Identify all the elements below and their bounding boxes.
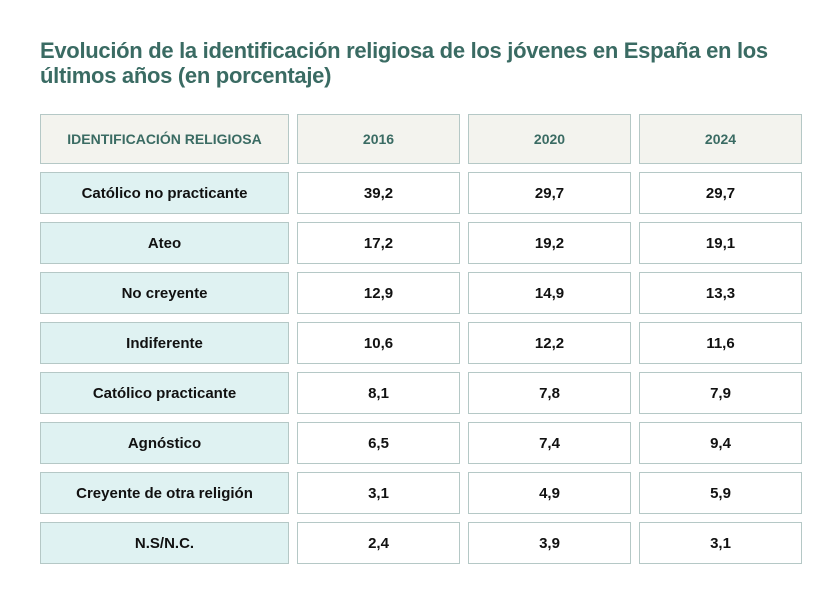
row-label: Ateo <box>40 222 289 264</box>
header-2016: 2016 <box>297 114 460 164</box>
row-label: Católico practicante <box>40 372 289 414</box>
value-cell-2020: 19,2 <box>468 222 631 264</box>
table-row: Agnóstico 6,5 7,4 9,4 <box>40 422 802 464</box>
value-cell-2016: 39,2 <box>297 172 460 214</box>
page-title: Evolución de la identificación religiosa… <box>40 38 768 88</box>
value-cell-2024: 5,9 <box>639 472 802 514</box>
value-cell-2020: 3,9 <box>468 522 631 564</box>
table-row: No creyente 12,9 14,9 13,3 <box>40 272 802 314</box>
table-body: Católico no practicante 39,2 29,7 29,7 Ateo 1… <box>40 172 802 564</box>
value-cell-2024: 3,1 <box>639 522 802 564</box>
table-row: Ateo 17,2 19,2 19,1 <box>40 222 802 264</box>
table-row: N.S/N.C. 2,4 3,9 3,1 <box>40 522 802 564</box>
value-cell-2024: 29,7 <box>639 172 802 214</box>
value-cell-2016: 2,4 <box>297 522 460 564</box>
value-cell-2024: 11,6 <box>639 322 802 364</box>
table-row: Indiferente 10,6 12,2 11,6 <box>40 322 802 364</box>
value-cell-2024: 9,4 <box>639 422 802 464</box>
value-cell-2016: 6,5 <box>297 422 460 464</box>
row-label: No creyente <box>40 272 289 314</box>
value-cell-2024: 13,3 <box>639 272 802 314</box>
value-cell-2024: 7,9 <box>639 372 802 414</box>
value-cell-2016: 3,1 <box>297 472 460 514</box>
table-row: Creyente de otra religión 3,1 4,9 5,9 <box>40 472 802 514</box>
value-cell-2020: 7,8 <box>468 372 631 414</box>
value-cell-2016: 17,2 <box>297 222 460 264</box>
value-cell-2020: 29,7 <box>468 172 631 214</box>
value-cell-2020: 4,9 <box>468 472 631 514</box>
value-cell-2016: 10,6 <box>297 322 460 364</box>
table-row: Católico no practicante 39,2 29,7 29,7 <box>40 172 802 214</box>
header-2024: 2024 <box>639 114 802 164</box>
data-table: IDENTIFICACIÓN RELIGIOSA 2016 2020 2024 … <box>40 114 802 572</box>
header-2020: 2020 <box>468 114 631 164</box>
row-label: Indiferente <box>40 322 289 364</box>
table-header-row: IDENTIFICACIÓN RELIGIOSA 2016 2020 2024 <box>40 114 802 164</box>
table-row: Católico practicante 8,1 7,8 7,9 <box>40 372 802 414</box>
value-cell-2020: 14,9 <box>468 272 631 314</box>
value-cell-2016: 12,9 <box>297 272 460 314</box>
value-cell-2020: 7,4 <box>468 422 631 464</box>
row-label: Católico no practicante <box>40 172 289 214</box>
row-label: Creyente de otra religión <box>40 472 289 514</box>
value-cell-2016: 8,1 <box>297 372 460 414</box>
header-identificacion: IDENTIFICACIÓN RELIGIOSA <box>40 114 289 164</box>
value-cell-2020: 12,2 <box>468 322 631 364</box>
value-cell-2024: 19,1 <box>639 222 802 264</box>
row-label: N.S/N.C. <box>40 522 289 564</box>
row-label: Agnóstico <box>40 422 289 464</box>
